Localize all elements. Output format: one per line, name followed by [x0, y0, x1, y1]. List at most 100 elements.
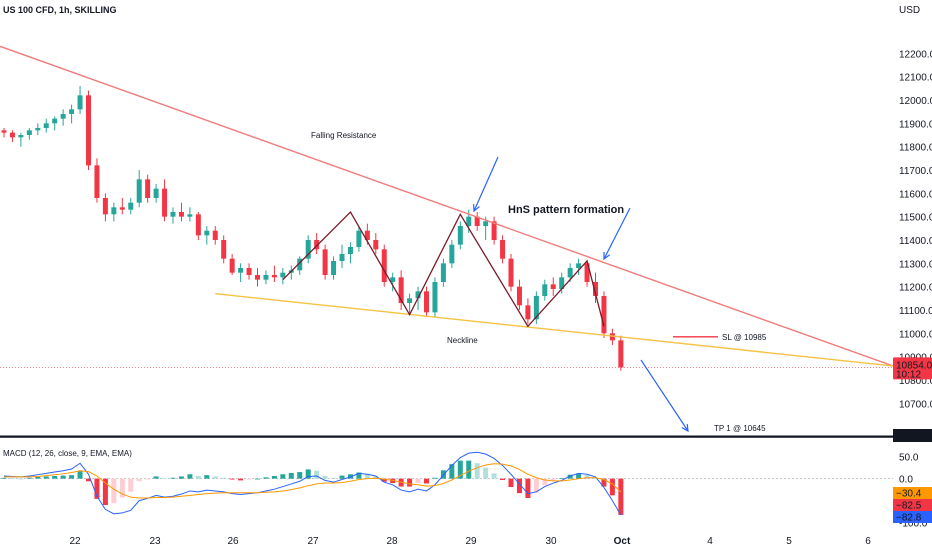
macd-histogram-bar	[162, 478, 168, 480]
macd-series-macd	[3, 451, 622, 516]
time-axis[interactable]: 22 23 26 27 28 29 30 Oct 4 5 6	[69, 536, 871, 547]
candle-body	[187, 214, 193, 217]
macd-histogram-bar	[373, 476, 379, 479]
candle-body	[52, 118, 58, 124]
macd-histogram-bar	[102, 478, 108, 506]
macd-histogram-bar	[407, 478, 413, 487]
candle-body	[297, 258, 303, 271]
candle-body	[593, 282, 598, 296]
macd-histogram-bar	[457, 460, 463, 479]
macd-histogram-bar	[26, 477, 32, 479]
time-tick: 6	[865, 536, 871, 547]
macd-histogram-bar	[542, 478, 548, 486]
price-tick: 11300.0	[899, 259, 932, 270]
candle-body	[102, 198, 108, 215]
price-tick: 11400.0	[899, 236, 932, 247]
price-axis[interactable]: 12200.0 12100.0 12000.0 11900.0 11800.0 11700…	[899, 49, 932, 410]
candle-body	[77, 95, 83, 110]
candle-body	[424, 291, 429, 313]
macd-histogram-bar	[516, 478, 522, 494]
candle-body	[238, 268, 244, 273]
candle-body	[331, 261, 337, 275]
candle-body	[136, 179, 142, 203]
candle-body	[356, 230, 362, 247]
time-tick: 26	[227, 536, 239, 547]
candle-body	[491, 221, 497, 240]
shoulder-arrow	[473, 156, 499, 212]
candle-body	[466, 216, 472, 226]
time-tick: 22	[69, 536, 81, 547]
macd-tick: 0.0	[899, 475, 913, 486]
candle-body	[255, 275, 260, 280]
macd-tick: -100.0	[899, 519, 928, 530]
candle-body	[35, 128, 41, 131]
macd-histogram-bar	[1, 477, 7, 479]
candle-body	[584, 263, 590, 282]
candle-body	[60, 114, 66, 119]
macd-histogram-bar	[229, 478, 235, 480]
macd-panel[interactable]: MACD (12, 26, close, 9, EMA, EMA)	[0, 449, 893, 516]
candle-body	[500, 240, 506, 259]
candle-body	[204, 230, 210, 236]
macd-histogram-bar	[339, 475, 345, 479]
macd-marks	[0, 451, 893, 516]
currency-label: USD	[899, 5, 920, 16]
macd-histogram-bar	[128, 478, 134, 492]
annotation-sl: SL @ 10985	[722, 333, 767, 342]
macd-histogram-bar	[35, 476, 41, 479]
macd-histogram-bar	[136, 478, 142, 482]
macd-histogram-bar	[195, 476, 201, 479]
macd-axis[interactable]: 50.00.0-50.0-100.0−30.4−82.5−82.8	[893, 453, 932, 530]
price-tick: 11800.0	[899, 143, 932, 154]
macd-value-label: −30.4	[896, 489, 922, 500]
price-tick: 10700.0	[899, 399, 932, 410]
candle-body	[618, 340, 624, 368]
macd-value-label-box	[893, 499, 932, 511]
macd-histogram-bar	[77, 471, 83, 479]
time-tick: 4	[707, 536, 713, 547]
macd-histogram-bar	[288, 472, 294, 479]
macd-histogram-bar	[322, 476, 328, 479]
overlays-group: Falling Resistance HnS pattern formation N…	[0, 45, 894, 433]
falling-resistance-line	[0, 45, 894, 367]
candle-body	[145, 179, 151, 198]
macd-histogram-bar	[331, 477, 337, 479]
macd-histogram-bar	[305, 469, 311, 479]
macd-histogram-bar	[432, 477, 438, 479]
macd-histogram-bar	[18, 478, 24, 480]
candle-body	[432, 282, 438, 313]
candle-body	[195, 214, 201, 236]
candle-body	[111, 207, 117, 215]
candle-body	[440, 263, 446, 282]
macd-histogram-bar	[559, 478, 565, 480]
macd-histogram-bar	[271, 476, 277, 479]
price-panel[interactable]: Falling Resistance HnS pattern formation N…	[0, 5, 920, 433]
time-tick: 23	[149, 536, 161, 547]
macd-histogram-bar	[364, 474, 370, 479]
candle-body	[94, 165, 100, 198]
candle-body	[128, 202, 134, 210]
macd-histogram-bar	[187, 474, 193, 479]
candle-body	[373, 240, 379, 250]
macd-series-signal	[4, 463, 622, 499]
candle-body	[609, 333, 615, 341]
time-tick: 5	[786, 536, 792, 547]
macd-histogram-bar	[508, 478, 514, 487]
macd-histogram-bar	[119, 478, 125, 498]
macd-histogram-bar	[178, 476, 184, 479]
price-tick: 12000.0	[899, 96, 932, 107]
chart-title: US 100 CFD, 1h, SKILLING	[3, 5, 117, 15]
candle-body	[390, 277, 396, 282]
candle-body	[339, 254, 345, 261]
macd-tick: 50.0	[899, 453, 919, 464]
macd-histogram-bar	[609, 478, 615, 496]
candle-body	[474, 216, 480, 226]
macd-value-label: −82.5	[896, 501, 922, 512]
macd-histogram-bar	[500, 478, 506, 480]
macd-histogram-bar	[567, 474, 573, 479]
candle-body	[43, 123, 49, 128]
candle-body	[457, 226, 463, 245]
price-tick: 11700.0	[899, 166, 932, 177]
